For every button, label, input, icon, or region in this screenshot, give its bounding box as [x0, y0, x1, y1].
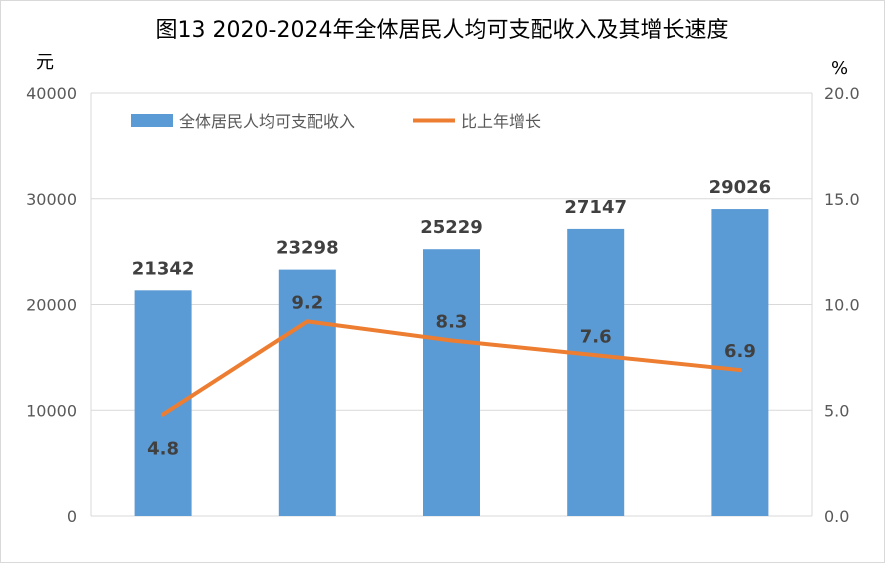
- line-series: [161, 319, 742, 417]
- bar-value-label: 21342: [132, 258, 195, 279]
- legend-label-income: 全体居民人均可支配收入: [179, 112, 355, 131]
- y-left-tick-label: 10000: [26, 401, 77, 420]
- line-value-label: 4.8: [147, 438, 179, 459]
- line-point: [449, 338, 454, 343]
- bar-value-label: 29026: [709, 177, 772, 198]
- chart-title: 图13 2020-2024年全体居民人均可支配收入及其增长速度: [156, 18, 729, 43]
- line-point: [593, 353, 598, 358]
- line-point: [737, 368, 742, 373]
- y-left-unit: 元: [36, 52, 54, 73]
- bar-value-label: 27147: [564, 197, 627, 218]
- y-left-tick-label: 30000: [26, 190, 77, 209]
- axes: 0 10000 20000 30000 40000 0.0 5.0 10.0 15.0 20.0: [26, 84, 860, 526]
- line-value-label: 9.2: [291, 292, 323, 313]
- line-point: [305, 319, 310, 324]
- bar: [278, 269, 336, 516]
- line-value-label: 6.9: [724, 341, 756, 362]
- y-right-tick-label: 20.0: [824, 84, 860, 103]
- y-right-tick-label: 0.0: [824, 507, 849, 526]
- y-left-tick-label: 0: [67, 507, 77, 526]
- legend-label-growth: 比上年增长: [461, 112, 541, 131]
- y-right-tick-label: 10.0: [824, 296, 860, 315]
- legend: 全体居民人均可支配收入 比上年增长: [131, 112, 541, 131]
- y-right-unit: %: [831, 58, 848, 79]
- bar-value-label: 25229: [420, 217, 483, 238]
- bar-value-label: 23298: [276, 238, 339, 259]
- y-left-tick-label: 20000: [26, 296, 77, 315]
- bar: [567, 228, 625, 516]
- legend-swatch-income: [131, 114, 173, 127]
- y-left-tick-label: 40000: [26, 84, 77, 103]
- bar-series: [134, 209, 769, 517]
- line-point: [161, 412, 166, 417]
- line-value-label: 8.3: [436, 311, 468, 332]
- data-labels: 21342 23298 25229 27147 29026 4.8 9.2 8.3 7.6 6.9: [132, 177, 771, 459]
- bar: [423, 249, 480, 517]
- bar: [711, 209, 769, 516]
- line-value-label: 7.6: [580, 326, 612, 347]
- y-right-tick-label: 15.0: [824, 190, 860, 209]
- y-right-tick-label: 5.0: [824, 401, 849, 420]
